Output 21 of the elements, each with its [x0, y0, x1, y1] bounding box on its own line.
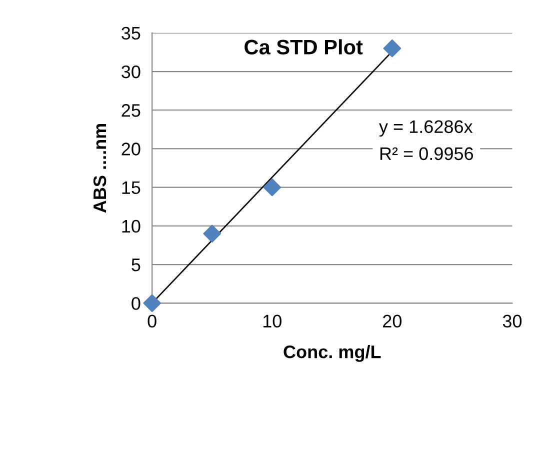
y-tick-label: 30: [122, 65, 140, 78]
y-tick-label: 15: [122, 181, 140, 194]
x-tick-label: 20: [383, 314, 402, 328]
point: [143, 294, 161, 312]
annotation: y = 1.6286x: [379, 120, 473, 137]
point: [203, 224, 222, 243]
x-tick-label: 30: [502, 314, 522, 328]
point: [383, 39, 402, 58]
point: [263, 178, 282, 196]
chart-title: Ca STD Plot: [244, 39, 363, 54]
y-tick-label: 25: [122, 104, 140, 117]
x-tick-label: 0: [148, 314, 156, 328]
y-tick-label: 5: [132, 258, 140, 272]
x-tick-label: 10: [263, 314, 282, 328]
y-axis-title: ABS ....nm: [93, 124, 106, 213]
y-tick-label: 20: [122, 142, 140, 156]
y-tick-label: 35: [122, 26, 140, 40]
x-axis-title: Conc. mg/L: [284, 344, 381, 362]
y-tick-label: 0: [132, 297, 140, 310]
annotation: R² = 0.9956: [380, 147, 474, 160]
y-tick-label: 10: [122, 220, 140, 233]
